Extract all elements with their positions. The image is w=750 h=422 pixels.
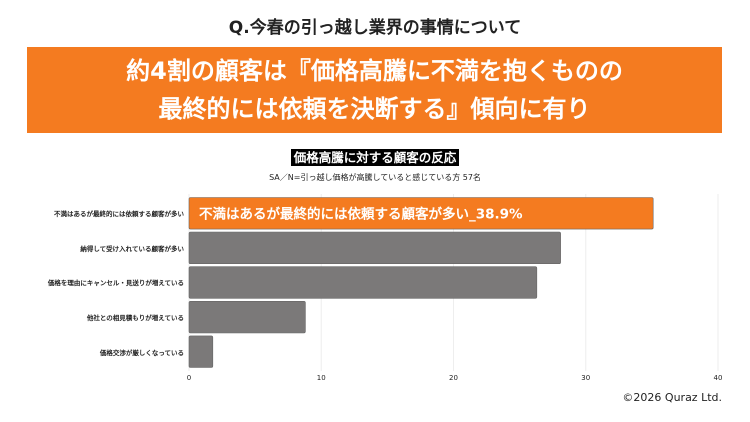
chart-title: 価格高騰に対する顧客の反応 xyxy=(0,147,750,166)
bar xyxy=(188,335,214,368)
bar xyxy=(188,231,561,265)
category-labels: 不満はあるが最終的には依頼する顧客が多い 納得して受け入れている顧客が多い 価格… xyxy=(0,196,184,369)
copyright: ©2026 Quraz Ltd. xyxy=(622,391,722,404)
x-tick-label: 30 xyxy=(581,374,590,382)
category-label: 価格を理由にキャンセル・見送りが増えている xyxy=(47,279,184,288)
x-tick-label: 40 xyxy=(714,374,723,382)
bar xyxy=(188,197,654,230)
category-label: 価格交渉が厳しくなっている xyxy=(99,348,184,357)
x-tick-label: 20 xyxy=(449,374,458,382)
headline-line-1: 約4割の顧客は『価格高騰に不満を抱くものの xyxy=(126,57,623,85)
chart-subtitle: SA／N=引っ越し価格が高騰していると感じている方 57名 xyxy=(269,173,481,182)
bar-data-label: 不満はあるが最終的には依頼する顧客が多い_38.9% xyxy=(199,205,523,222)
question-title: Q.今春の引っ越し業界の事情について xyxy=(228,18,522,38)
bar xyxy=(188,266,538,299)
x-tick-label: 0 xyxy=(187,374,191,382)
category-label: 他社との相見積もりが増えている xyxy=(86,314,184,323)
headline-banner: 約4割の顧客は『価格高騰に不満を抱くものの 最終的には依頼を決断する』傾向に有り xyxy=(27,47,722,133)
category-label: 納得して受け入れている顧客が多い xyxy=(80,244,184,253)
x-tick-label: 10 xyxy=(317,374,326,382)
bar xyxy=(188,300,306,334)
headline-line-2: 最終的には依頼を決断する』傾向に有り xyxy=(158,95,591,123)
category-label: 不満はあるが最終的には依頼する顧客が多い xyxy=(54,210,184,219)
